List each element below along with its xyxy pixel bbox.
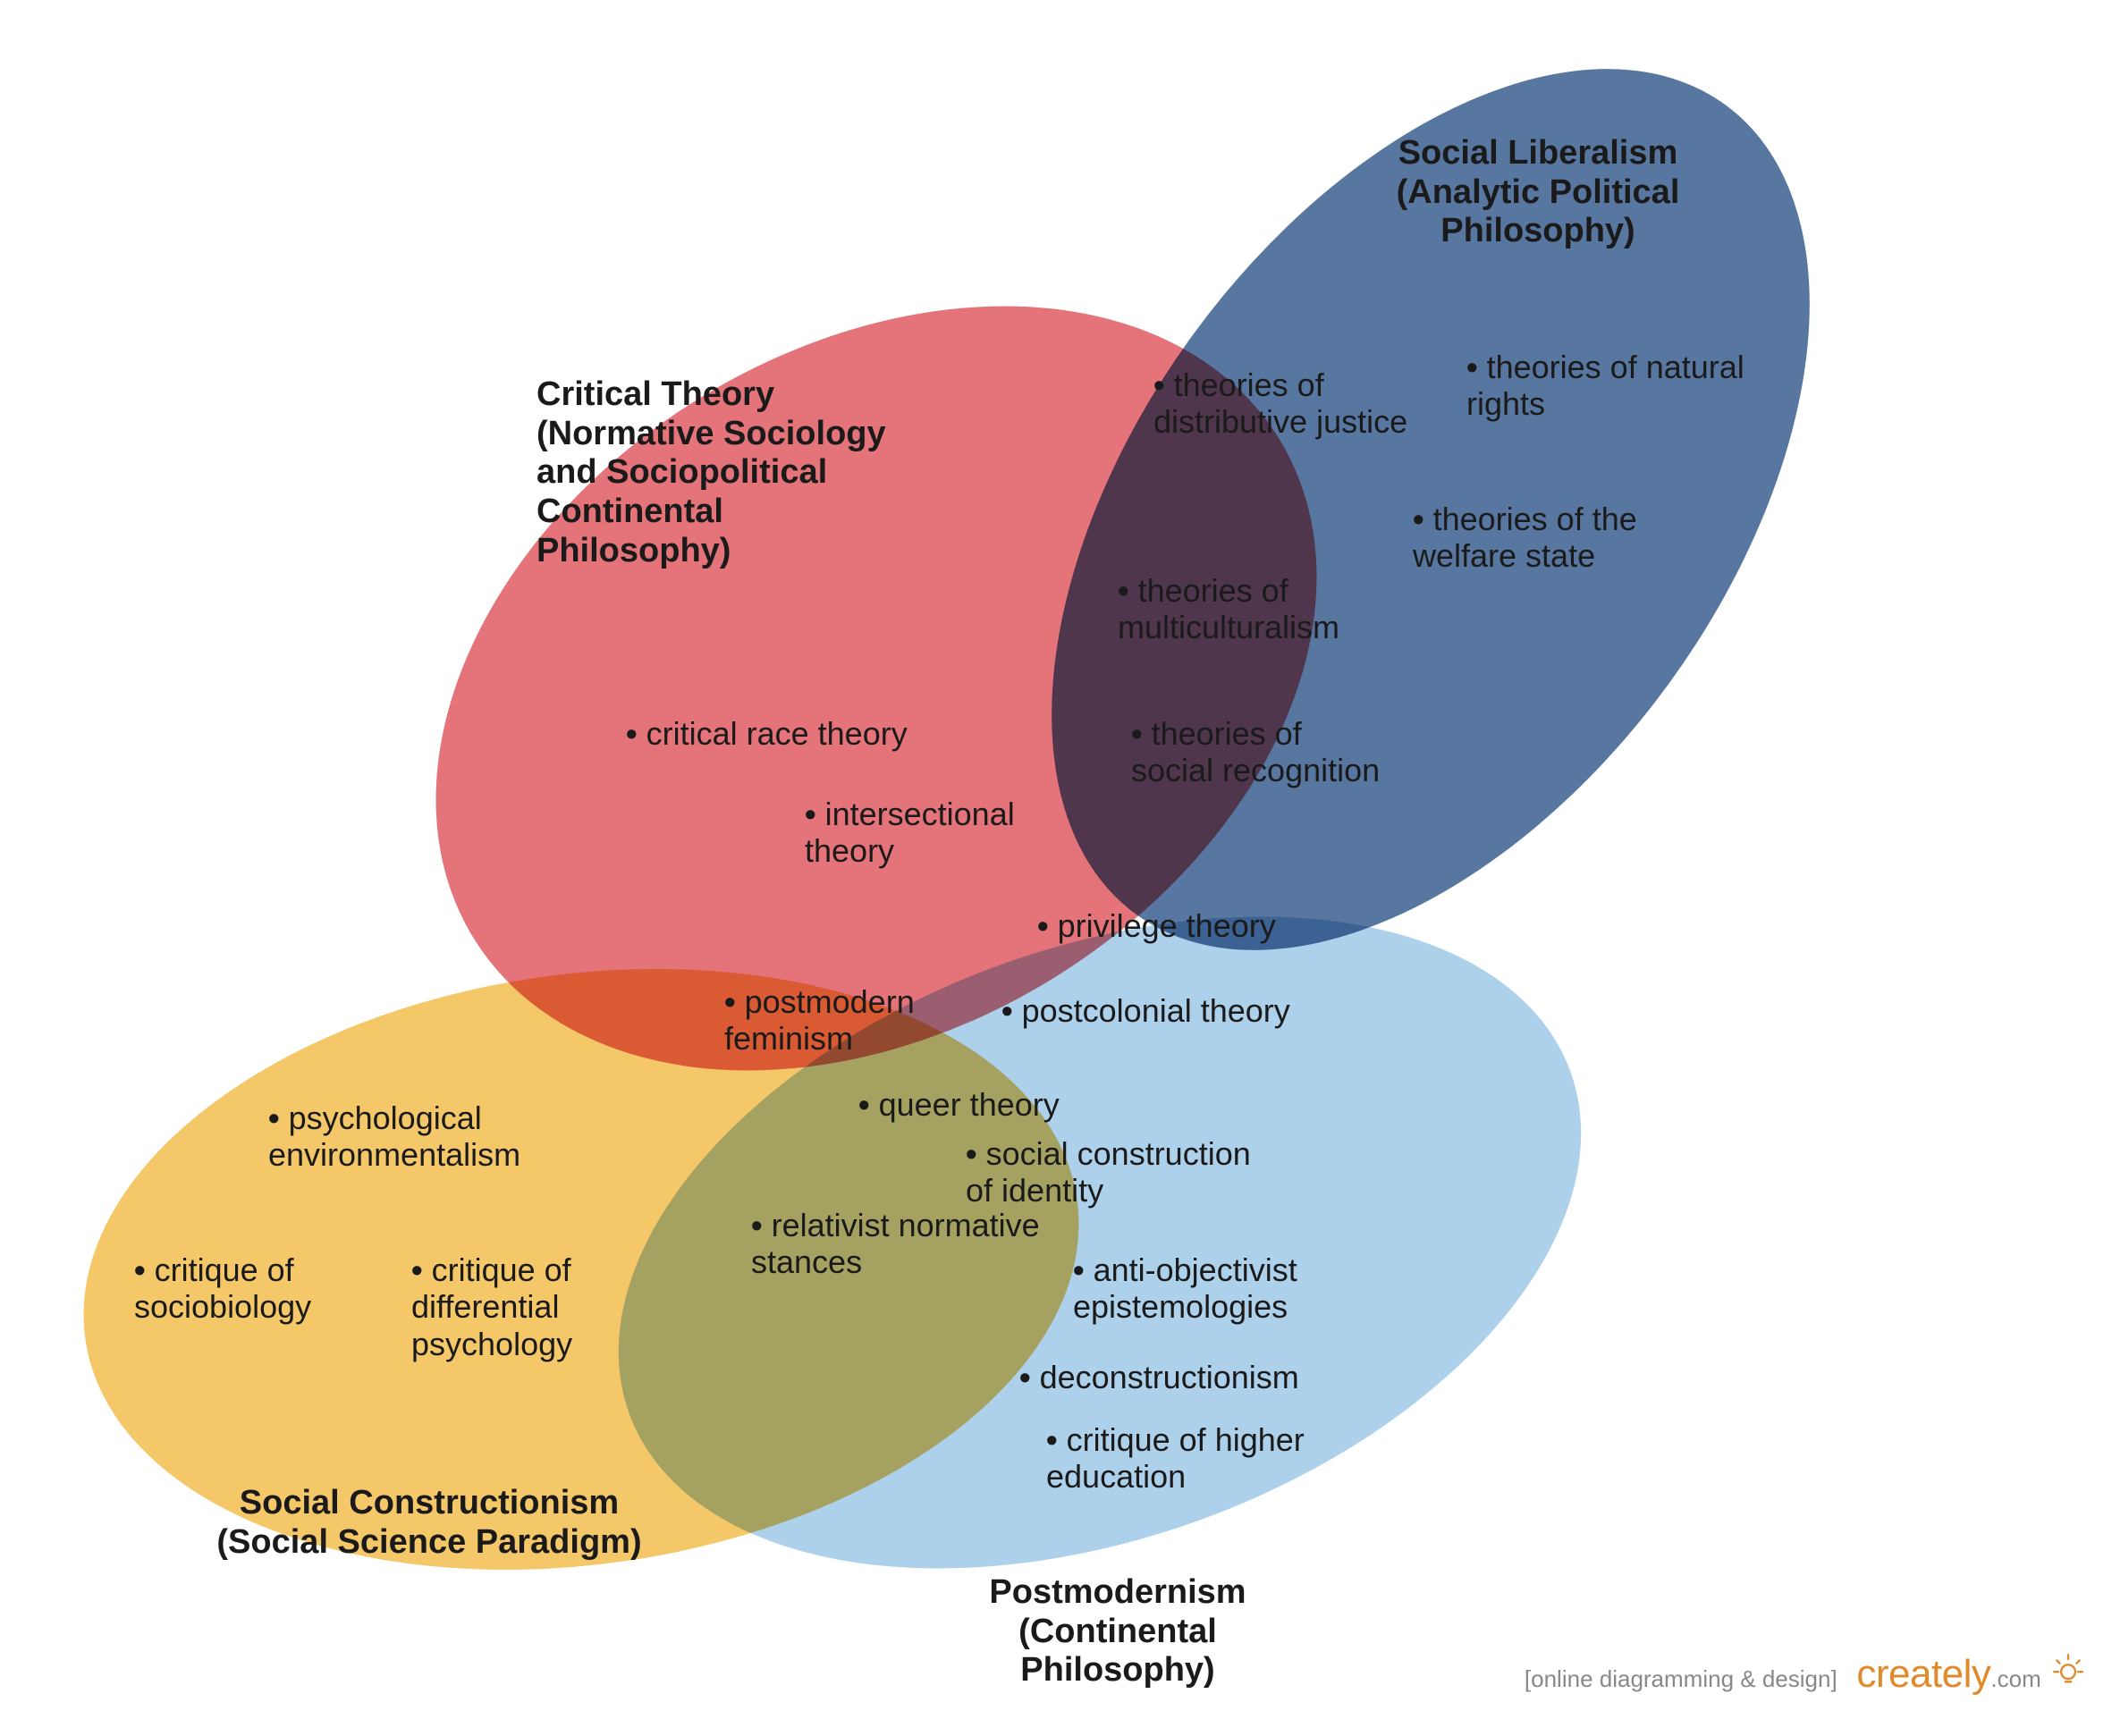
attribution-brand: creately	[1856, 1652, 1990, 1696]
item-critical-race-theory: critical race theory	[626, 715, 908, 752]
item-relativist-stances: relativist normative stances	[751, 1207, 1040, 1281]
item-queer-theory: queer theory	[858, 1086, 1060, 1123]
item-social-recognition: theories of social recognition	[1131, 715, 1380, 789]
venn-diagram-stage: Critical Theory (Normative Sociology and…	[0, 0, 2112, 1736]
attribution-tagline: [online diagramming & design]	[1525, 1665, 1837, 1692]
item-natural-rights: theories of natural rights	[1466, 349, 1745, 423]
heading-social-liberalism: Social Liberalism (Analytic Political Ph…	[1359, 134, 1717, 251]
item-psychological-environmentalism: psychological environmentalism	[268, 1100, 520, 1174]
item-distributive-justice: theories of distributive justice	[1153, 367, 1407, 441]
item-deconstructionism: deconstructionism	[1019, 1359, 1299, 1395]
item-privilege-theory: privilege theory	[1037, 907, 1276, 944]
heading-critical-theory: Critical Theory (Normative Sociology and…	[536, 375, 921, 570]
item-critique-higher-education: critique of higher education	[1046, 1421, 1305, 1496]
item-anti-objectivist-epistemologies: anti-objectivist epistemologies	[1073, 1251, 1297, 1326]
item-critique-differential-psychology: critique of differential psychology	[411, 1251, 572, 1362]
attribution-suffix: .com	[1990, 1665, 2040, 1692]
heading-postmodernism: Postmodernism (Continental Philosophy)	[957, 1573, 1279, 1690]
item-postmodern-feminism: postmodern feminism	[724, 983, 915, 1058]
item-multiculturalism: theories of multiculturalism	[1118, 572, 1339, 646]
item-social-construction-identity: social construction of identity	[966, 1135, 1251, 1209]
item-intersectional-theory: intersectional theory	[805, 796, 1015, 870]
lightbulb-icon	[2051, 1652, 2085, 1686]
item-postcolonial-theory: postcolonial theory	[1001, 992, 1290, 1029]
attribution: [online diagramming & design] creately.c…	[1525, 1652, 2085, 1709]
heading-social-constructionism: Social Constructionism (Social Science P…	[197, 1484, 662, 1562]
item-critique-sociobiology: critique of sociobiology	[134, 1251, 311, 1326]
item-welfare-state: theories of the welfare state	[1413, 501, 1637, 575]
